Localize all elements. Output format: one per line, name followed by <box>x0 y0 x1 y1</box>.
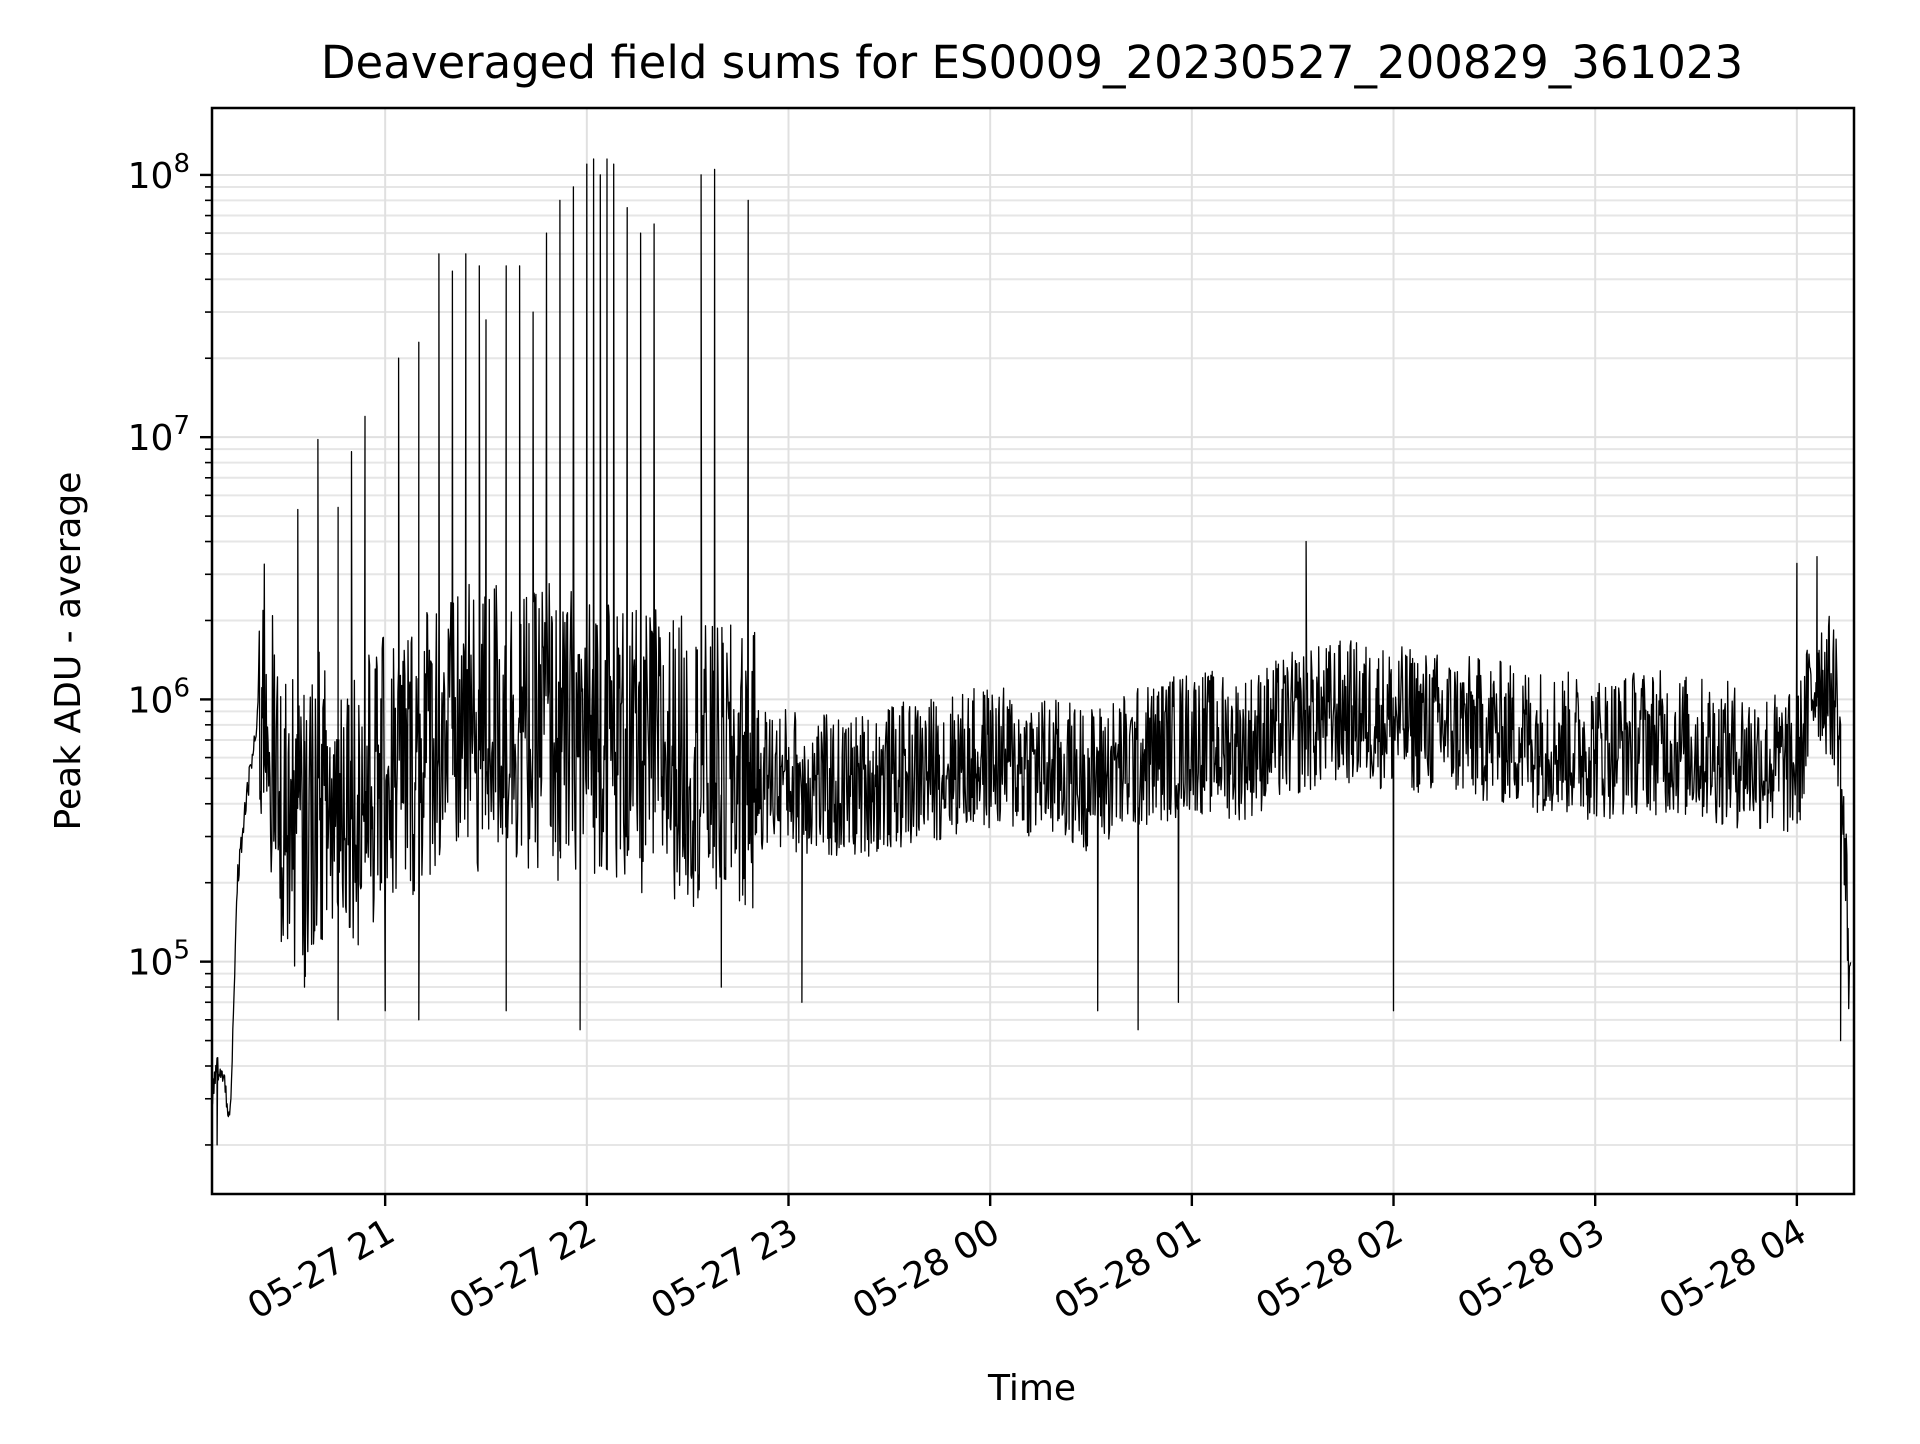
y-tick-label: 107 <box>128 411 190 459</box>
y-tick-label: 108 <box>128 149 190 197</box>
y-axis-label: Peak ADU - average <box>48 472 89 831</box>
series-line <box>211 158 1852 1146</box>
x-axis-label: Time <box>987 1368 1076 1409</box>
y-tick-label: 105 <box>128 936 190 984</box>
series-layer <box>211 158 1852 1146</box>
plot-frame <box>210 106 1856 1196</box>
chart-title: Deaveraged field sums for ES0009_2023052… <box>321 36 1743 89</box>
y-tick-label: 106 <box>128 673 190 721</box>
